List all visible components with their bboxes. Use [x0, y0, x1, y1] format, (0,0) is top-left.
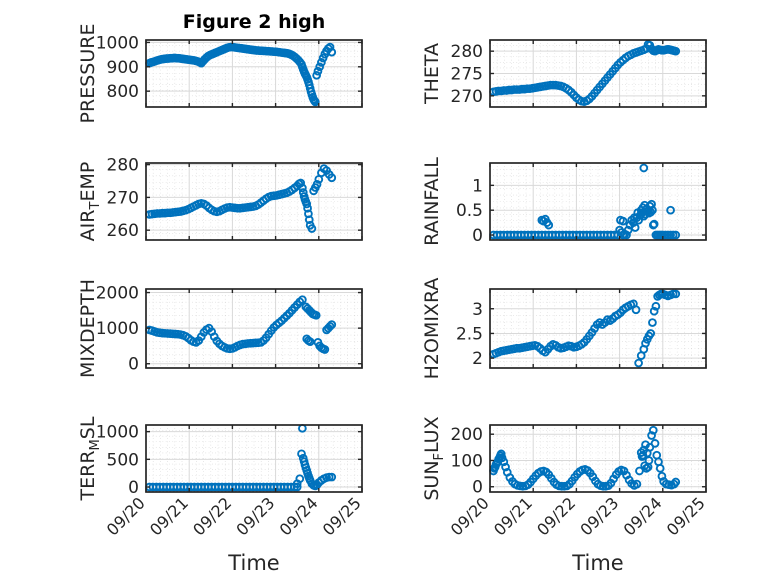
y-tick-label: 2000 — [96, 284, 139, 304]
y-axis-label: PRESSURE — [77, 24, 99, 124]
x-tick-label: 09/25 — [319, 493, 365, 539]
x-tick-label: 09/23 — [576, 493, 622, 539]
axis-ticks — [145, 425, 363, 492]
y-tick-label: 270 — [451, 87, 483, 107]
axis-ticks — [489, 40, 707, 107]
axes-box — [145, 424, 363, 493]
panel-low-right: 2 2.5 3 H2OMIXRA — [421, 278, 707, 380]
y-tick-label: 1000 — [96, 423, 139, 443]
axes-box — [145, 162, 363, 241]
x-tick-label: 09/21 — [490, 493, 536, 539]
y-axis-label: MIXDEPTH — [77, 279, 99, 378]
x-tick-label: 09/20 — [447, 493, 493, 539]
y-tick-label: 280 — [451, 42, 483, 62]
axis-ticks — [145, 163, 363, 240]
x-tick-label: 09/24 — [620, 493, 666, 539]
y-axis-label: RAINFALL — [421, 157, 443, 246]
panel-bottom-left: 0 500 1000TERRMSL09/2009/2109/2209/2309/24… — [77, 416, 365, 575]
y-tick-label: 280 — [107, 156, 139, 176]
data-series — [489, 163, 681, 240]
data-series — [489, 425, 681, 491]
y-tick-label: 0 — [128, 355, 139, 375]
y-tick-label: 3 — [472, 300, 483, 320]
x-tick-label: 09/21 — [146, 493, 192, 539]
y-tick-label: 900 — [107, 58, 139, 78]
axis-ticks — [489, 425, 707, 492]
y-tick-label: 500 — [107, 450, 139, 470]
data-series — [145, 164, 337, 233]
x-tick-label: 09/25 — [663, 493, 709, 539]
y-tick-label: 0 — [128, 478, 139, 498]
y-tick-label: 1000 — [96, 33, 139, 53]
y-tick-label: 200 — [451, 425, 483, 445]
data-series — [489, 40, 681, 106]
axes-box — [145, 39, 363, 108]
y-tick-label: 100 — [451, 451, 483, 471]
axis-ticks — [489, 163, 707, 240]
y-axis-label: H2OMIXRA — [421, 278, 443, 380]
y-tick-label: 800 — [107, 82, 139, 102]
data-series — [145, 295, 337, 354]
y-axis-label: SUNFLUX — [421, 416, 447, 500]
data-series — [489, 289, 681, 368]
major-gridlines — [146, 163, 362, 240]
y-tick-label: 0 — [472, 478, 483, 498]
y-tick-label: 2 — [472, 349, 483, 369]
data-series — [145, 42, 337, 107]
x-tick-label: 09/24 — [276, 493, 322, 539]
y-tick-label: 0 — [472, 226, 483, 246]
y-tick-label: 275 — [451, 65, 483, 85]
y-tick-label: 270 — [107, 188, 139, 208]
x-tick-label: 09/20 — [103, 493, 149, 539]
major-gridlines — [146, 289, 362, 368]
x-tick-label: 09/22 — [189, 493, 235, 539]
y-tick-label: 1000 — [96, 319, 139, 339]
y-axis-label: THETA — [421, 43, 443, 105]
axes-box — [489, 288, 707, 369]
y-tick-label: 2.5 — [456, 324, 483, 344]
panel-mid-right: 0 0.5 1 RAINFALL — [421, 157, 707, 246]
y-tick-label: 260 — [107, 221, 139, 241]
x-tick-label: 09/22 — [533, 493, 579, 539]
y-axis-label: AIRTEMP — [77, 162, 103, 242]
major-gridlines — [490, 40, 706, 107]
x-axis-label: Time — [227, 551, 279, 575]
axes-box — [489, 424, 707, 493]
x-axis-label: Time — [571, 551, 623, 575]
axis-ticks — [489, 289, 707, 368]
axis-ticks — [145, 289, 363, 368]
figure-title: Figure 2 high — [183, 11, 326, 33]
y-axis-label: TERRMSL — [77, 416, 103, 501]
axes-box — [489, 162, 707, 241]
major-gridlines — [490, 289, 706, 368]
y-tick-label: 0.5 — [456, 201, 483, 221]
axis-ticks — [145, 40, 363, 107]
x-tick-label: 09/23 — [232, 493, 278, 539]
y-tick-label: 1 — [472, 176, 483, 196]
plot-background — [490, 163, 706, 240]
panel-bottom-right: 0 100 200SUNFLUX09/2009/2109/2209/2309/240… — [421, 416, 709, 575]
